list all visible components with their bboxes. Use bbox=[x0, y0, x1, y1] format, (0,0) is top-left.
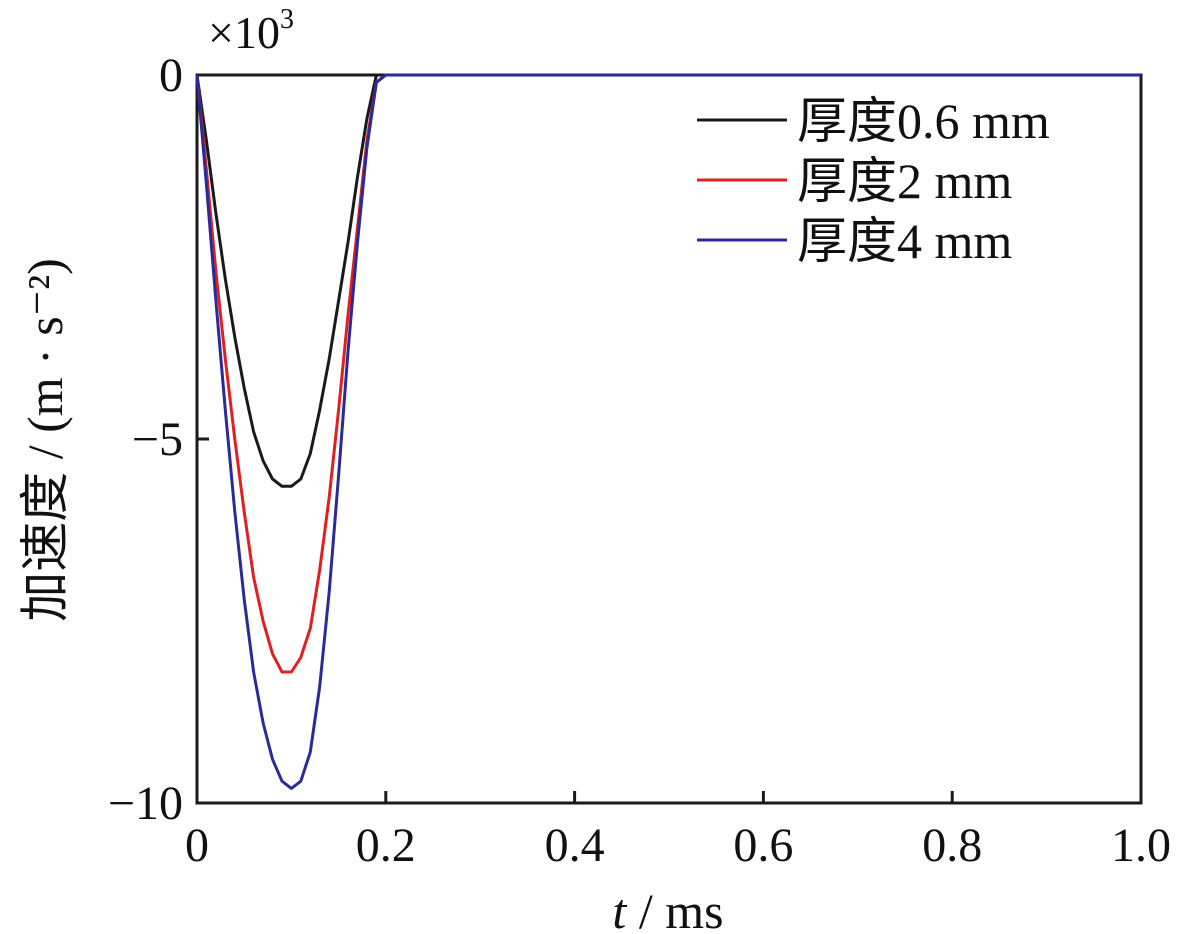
x-tick-label: 0.4 bbox=[545, 819, 605, 872]
x-tick-label: 0.8 bbox=[922, 819, 982, 872]
x-axis-variable: t bbox=[612, 883, 627, 934]
y-tick-label: −10 bbox=[108, 777, 183, 830]
x-tick-label: 0.2 bbox=[356, 819, 416, 872]
x-axis-unit: / ms bbox=[626, 883, 723, 934]
y-tick-label: 0 bbox=[159, 49, 183, 102]
x-axis: 0 0.2 0.4 0.6 0.8 1.0 bbox=[185, 791, 1171, 872]
legend-label-2: 厚度2 mm bbox=[797, 153, 1012, 209]
y-axis: 0 −5 −10 bbox=[108, 49, 209, 830]
legend-label-1: 厚度0.6 mm bbox=[797, 93, 1050, 149]
y-axis-title: 加速度 / (m · s⁻²) bbox=[17, 258, 73, 622]
x-tick-label: 0.6 bbox=[733, 819, 793, 872]
y-multiplier: ×103 bbox=[208, 4, 294, 58]
x-tick-label: 1.0 bbox=[1111, 819, 1171, 872]
series-lines bbox=[195, 73, 1141, 790]
series-line-3 bbox=[195, 73, 1141, 790]
y-tick-label: −5 bbox=[132, 413, 183, 466]
x-axis-title: t / ms bbox=[612, 883, 723, 934]
x-tick-label: 0 bbox=[185, 819, 209, 872]
legend-label-3: 厚度4 mm bbox=[797, 213, 1012, 269]
y-multiplier-exponent: 3 bbox=[280, 4, 294, 35]
